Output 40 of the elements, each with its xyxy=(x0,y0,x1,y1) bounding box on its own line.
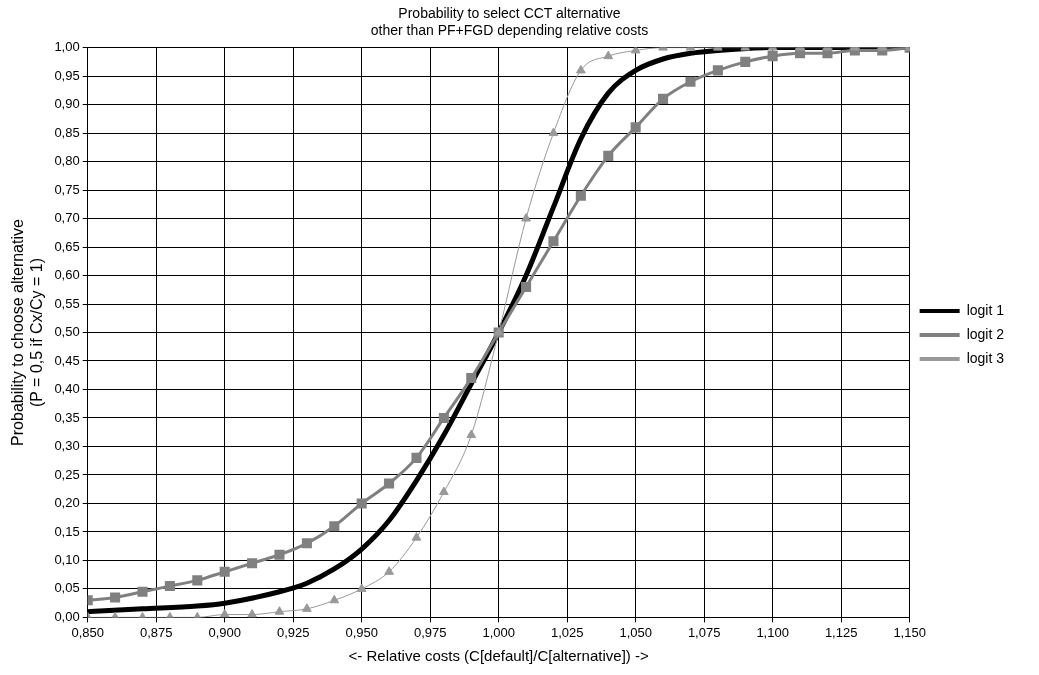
x-tick-label: 1,025 xyxy=(550,624,584,640)
legend-label: logit 3 xyxy=(966,349,1005,366)
y-tick-label: 0,65 xyxy=(54,238,80,254)
y-tick-label: 0,95 xyxy=(54,67,80,83)
x-axis-title: <- Relative costs (C[default]/C[alternative]) -> xyxy=(348,647,649,665)
y-tick-label: 0,30 xyxy=(54,438,80,454)
y-tick-label: 0,90 xyxy=(54,96,80,112)
x-tick-label: 1,150 xyxy=(893,624,926,640)
legend-label: logit 1 xyxy=(966,301,1005,318)
y-tick-label: 0,00 xyxy=(54,608,80,624)
x-tick-label: 0,950 xyxy=(345,624,378,640)
x-tick-label: 0,900 xyxy=(208,624,241,640)
y-tick-label: 0,10 xyxy=(54,552,80,567)
y-tick-label: 0,20 xyxy=(54,495,80,511)
legend-label: logit 2 xyxy=(966,325,1005,342)
y-tick-label: 0,75 xyxy=(54,181,80,197)
y-axis-title: Probability to choose alternative (P = 0,5 if Cx/Cy = 1) xyxy=(9,219,46,446)
y-tick-label: 0,40 xyxy=(54,381,80,397)
y-tick-label: 0,55 xyxy=(54,295,80,311)
y-tick-label: 0,05 xyxy=(54,580,80,596)
x-tick-label: 1,050 xyxy=(619,624,652,640)
y-tick-label: 0,25 xyxy=(54,466,80,482)
y-tick-label: 0,15 xyxy=(54,523,80,539)
y-tick-label: 0,50 xyxy=(54,324,80,340)
x-tick-label: 1,125 xyxy=(824,624,858,640)
x-tick-label: 0,925 xyxy=(276,624,310,640)
y-tick-label: 0,45 xyxy=(54,352,80,368)
x-tick-label: 1,100 xyxy=(756,624,789,640)
y-tick-label: 0,60 xyxy=(54,267,80,283)
y-tick-label: 0,70 xyxy=(54,210,80,226)
y-tick-label: 1,00 xyxy=(54,39,80,55)
x-tick-label: 1,075 xyxy=(687,624,721,640)
y-tick-label: 0,85 xyxy=(54,124,80,140)
chart-title: Probability to select CCT alternative other than PF+FGD depending relative costs xyxy=(370,5,649,39)
y-tick-label: 0,80 xyxy=(54,153,80,169)
x-tick-label: 1,000 xyxy=(482,624,515,640)
x-tick-label: 0,875 xyxy=(139,624,173,640)
y-tick-label: 0,35 xyxy=(54,409,80,425)
x-tick-label: 0,850 xyxy=(71,624,104,640)
x-tick-label: 0,975 xyxy=(413,624,447,640)
